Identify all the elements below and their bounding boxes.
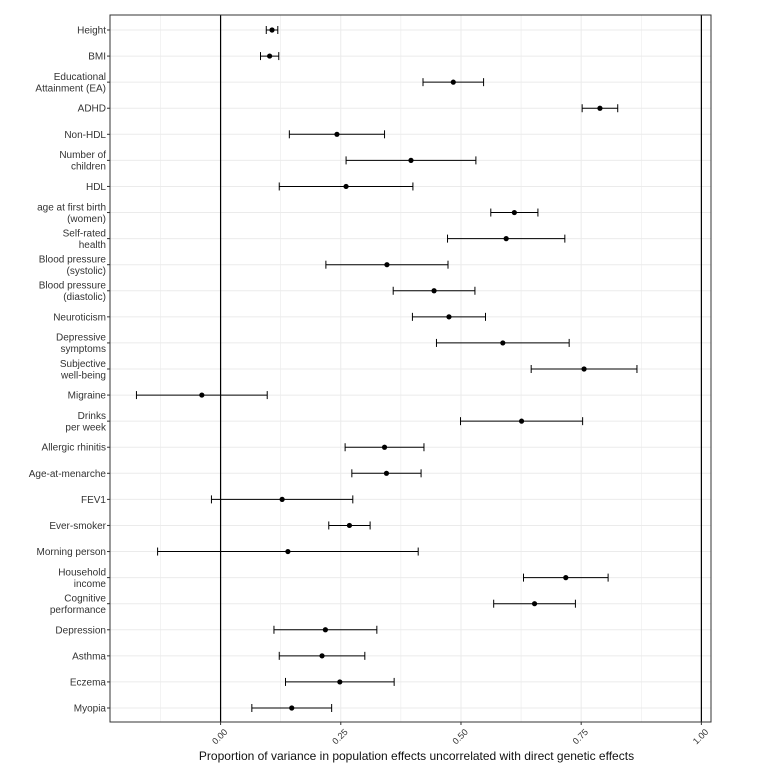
y-tick-label: Myopia: [74, 704, 107, 715]
y-tick-label-line: Number of: [59, 150, 106, 161]
y-tick-label: Blood pressure (diastolic): [39, 281, 107, 304]
point-estimate: [511, 209, 517, 216]
y-tick-label: Age-at-menarche: [29, 469, 107, 480]
y-tick-label-line: BMI: [88, 52, 106, 63]
point-estimate: [381, 444, 388, 450]
point-estimate: [267, 53, 273, 59]
y-tick-label-line: Age-at-menarche: [29, 469, 107, 480]
y-tick-label-line: Blood pressure: [39, 254, 107, 265]
y-tick-label-line: Myopia: [74, 704, 107, 715]
y-tick-label-line: Eczema: [70, 677, 107, 688]
y-tick-label: Allergic rhinitis: [42, 443, 106, 454]
y-tick-label: ADHD: [78, 104, 106, 115]
y-tick-label-line: Ever-smoker: [49, 521, 106, 532]
y-tick-label: Subjective well-being: [60, 359, 107, 382]
x-axis-title: Proportion of variance in population eff…: [199, 749, 634, 763]
y-tick-label: Blood pressure (systolic): [39, 254, 107, 277]
point-estimate: [337, 679, 343, 685]
point-estimate: [334, 131, 340, 137]
y-tick-label-line: FEV1: [81, 495, 106, 506]
y-tick-label-line: performance: [50, 605, 107, 616]
y-tick-label-line: Depressive: [56, 333, 106, 344]
y-tick-label-line: Subjective: [60, 359, 107, 370]
y-tick-label-line: Self-rated: [63, 228, 106, 239]
y-tick-label-line: income: [74, 579, 107, 590]
y-tick-label-line: Educational: [54, 72, 106, 83]
y-tick-label: BMI: [88, 52, 106, 63]
y-tick-label: age at first birth (women): [37, 202, 106, 225]
point-estimate: [289, 705, 295, 711]
y-tick-label: Ever-smoker: [49, 521, 106, 532]
y-tick-label-line: Drinks: [78, 411, 106, 422]
y-tick-label-line: Morning person: [37, 547, 106, 558]
point-estimate: [531, 601, 538, 607]
point-estimate: [319, 653, 325, 659]
y-tick-label: Morning person: [37, 547, 106, 558]
point-estimate: [285, 548, 291, 555]
y-tick-label-line: Height: [77, 26, 106, 37]
y-tick-label-line: ADHD: [78, 104, 106, 115]
point-estimate: [431, 288, 437, 294]
point-estimate: [581, 366, 587, 372]
y-tick-label-line: HDL: [86, 182, 106, 193]
y-tick-label-line: Neuroticism: [53, 312, 106, 323]
y-tick-label: Educational Attainment (EA): [35, 72, 106, 95]
y-tick-label: Cognitive performance: [50, 593, 107, 616]
point-estimate: [269, 27, 275, 33]
y-tick-label-line: per week: [65, 422, 107, 433]
y-tick-label: Drinks per week: [65, 411, 107, 434]
y-tick-label: Depressive symptoms: [56, 333, 106, 356]
point-estimate: [384, 262, 390, 268]
y-tick-label: FEV1: [81, 495, 106, 506]
y-tick-label: Self-rated health: [63, 228, 106, 251]
point-estimate: [199, 392, 205, 398]
point-estimate: [343, 183, 349, 190]
reference-lines: [219, 15, 702, 722]
y-tick-label-line: (systolic): [67, 266, 106, 277]
y-tick-label-line: Asthma: [72, 651, 106, 662]
y-tick-label-line: Attainment (EA): [35, 83, 106, 94]
point-estimate: [450, 79, 456, 85]
y-tick-label-line: Depression: [55, 625, 106, 636]
y-tick-label: Migraine: [68, 391, 107, 402]
y-tick-label: Non-HDL: [64, 130, 106, 141]
point-estimate: [279, 496, 285, 502]
point-estimate: [346, 522, 353, 529]
point-estimate: [322, 627, 328, 633]
y-tick-label-line: Migraine: [68, 391, 107, 402]
y-tick-label: Height: [77, 26, 106, 37]
point-estimate: [518, 418, 525, 424]
y-tick-label-line: Blood pressure: [39, 281, 107, 292]
y-tick-label: Neuroticism: [53, 312, 106, 323]
y-tick-label: Number of children: [59, 150, 106, 173]
point-estimate: [563, 575, 569, 581]
y-axis-labels: Height BMI Educational Attainment (EA) ADHD N…: [29, 26, 110, 715]
point-estimate: [503, 236, 509, 242]
y-tick-label-line: Non-HDL: [64, 130, 106, 141]
y-tick-label-line: symptoms: [60, 344, 106, 355]
point-estimate: [383, 470, 390, 476]
point-estimates: [199, 27, 603, 711]
y-tick-label: Asthma: [72, 651, 106, 662]
point-estimate: [597, 105, 603, 111]
y-tick-label-line: health: [79, 240, 106, 251]
y-tick-label: HDL: [86, 182, 106, 193]
y-tick-label-line: well-being: [60, 370, 106, 381]
y-tick-label: Eczema: [70, 677, 107, 688]
y-tick-label-line: (diastolic): [63, 292, 106, 303]
y-tick-label: Household income: [58, 567, 106, 590]
point-estimate: [500, 340, 506, 346]
y-tick-label-line: children: [71, 162, 106, 173]
y-tick-label-line: (women): [67, 214, 106, 225]
y-tick-label-line: Cognitive: [64, 593, 106, 604]
y-tick-label-line: Allergic rhinitis: [42, 443, 106, 454]
point-estimate: [446, 314, 452, 320]
y-tick-label: Depression: [55, 625, 106, 636]
y-tick-label-line: Household: [58, 567, 106, 578]
y-tick-label-line: age at first birth: [37, 202, 106, 213]
point-estimate: [408, 157, 414, 163]
